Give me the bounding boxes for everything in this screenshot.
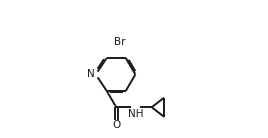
Text: N: N [87, 69, 95, 79]
Text: Br: Br [114, 37, 125, 47]
Text: O: O [112, 120, 120, 130]
Text: NH: NH [128, 109, 143, 119]
